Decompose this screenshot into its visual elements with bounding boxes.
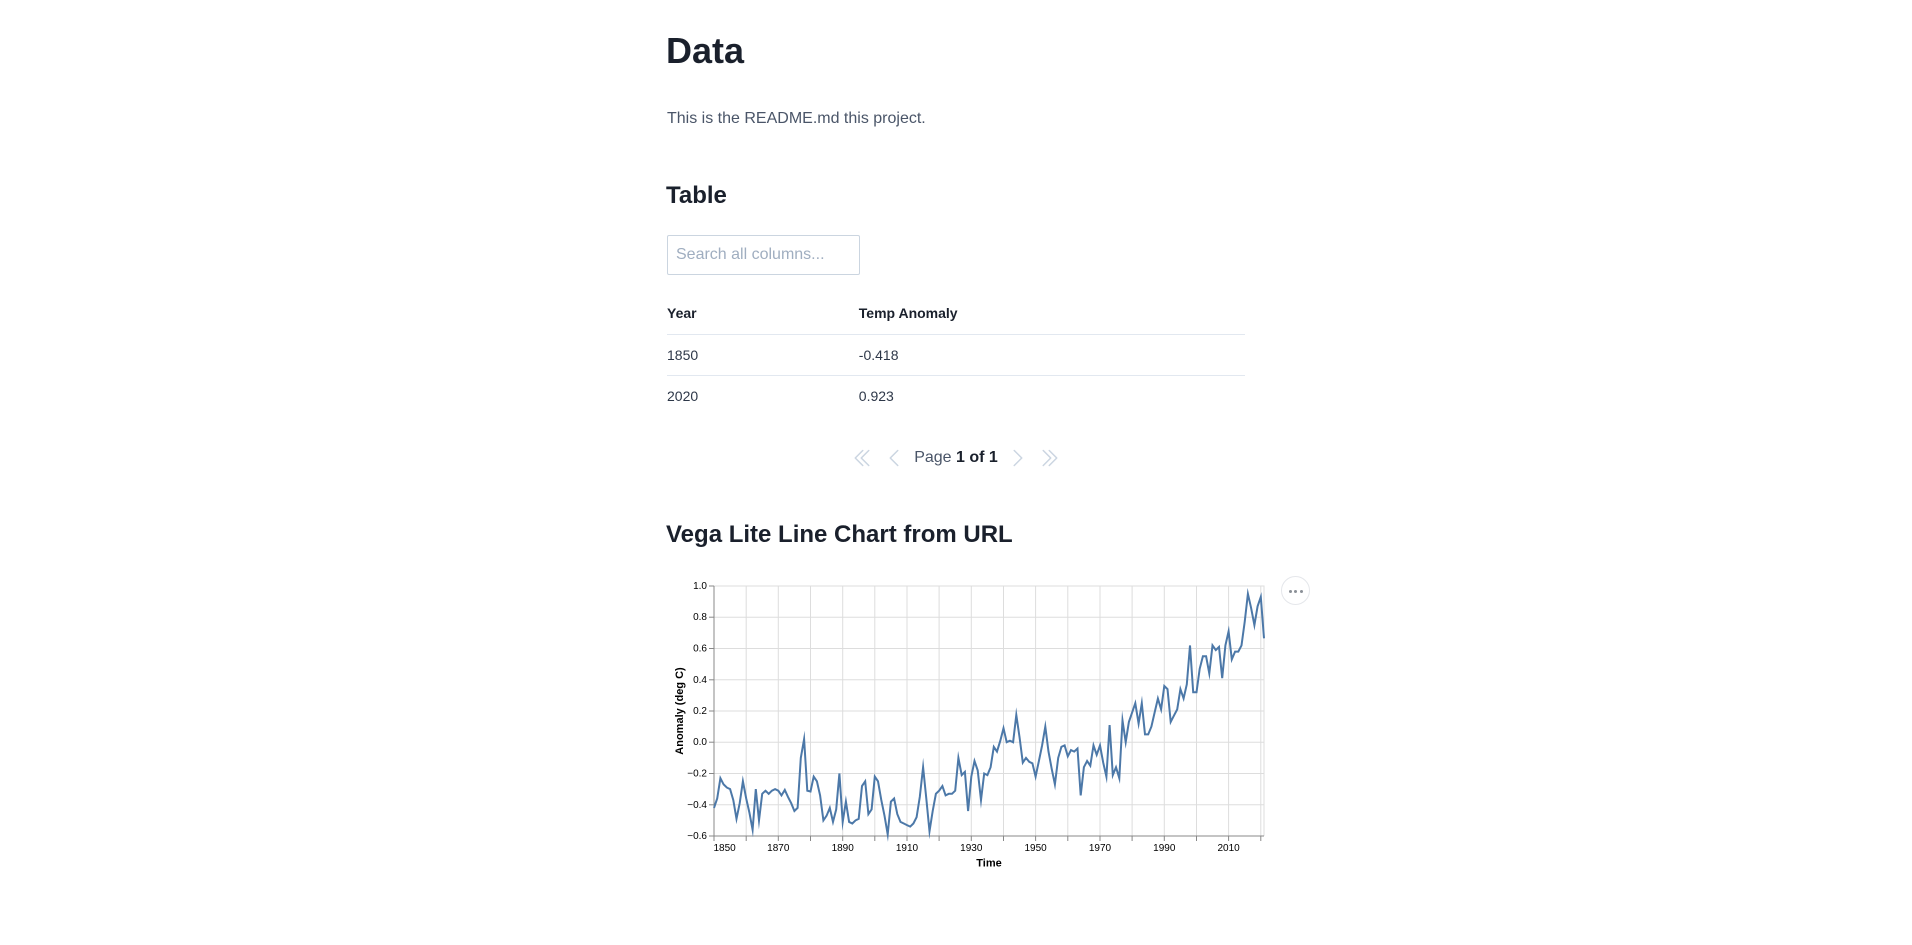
svg-text:0.0: 0.0 (693, 737, 707, 748)
svg-text:1870: 1870 (767, 843, 790, 854)
svg-text:1850: 1850 (714, 843, 737, 854)
svg-text:−0.2: −0.2 (687, 769, 707, 780)
svg-text:1990: 1990 (1153, 843, 1176, 854)
svg-text:0.6: 0.6 (693, 644, 707, 655)
svg-text:1.0: 1.0 (693, 581, 707, 592)
svg-text:2010: 2010 (1217, 843, 1240, 854)
svg-text:1910: 1910 (896, 843, 919, 854)
svg-text:Anomaly (deg C): Anomaly (deg C) (674, 667, 686, 755)
svg-text:0.8: 0.8 (693, 612, 707, 623)
svg-text:−0.4: −0.4 (687, 800, 707, 811)
svg-text:1970: 1970 (1089, 843, 1112, 854)
svg-text:1890: 1890 (832, 843, 855, 854)
svg-text:Time: Time (976, 858, 1001, 870)
svg-text:−0.6: −0.6 (687, 831, 707, 842)
svg-text:1950: 1950 (1024, 843, 1047, 854)
svg-text:0.4: 0.4 (693, 675, 707, 686)
svg-text:1930: 1930 (960, 843, 983, 854)
svg-text:0.2: 0.2 (693, 706, 707, 717)
